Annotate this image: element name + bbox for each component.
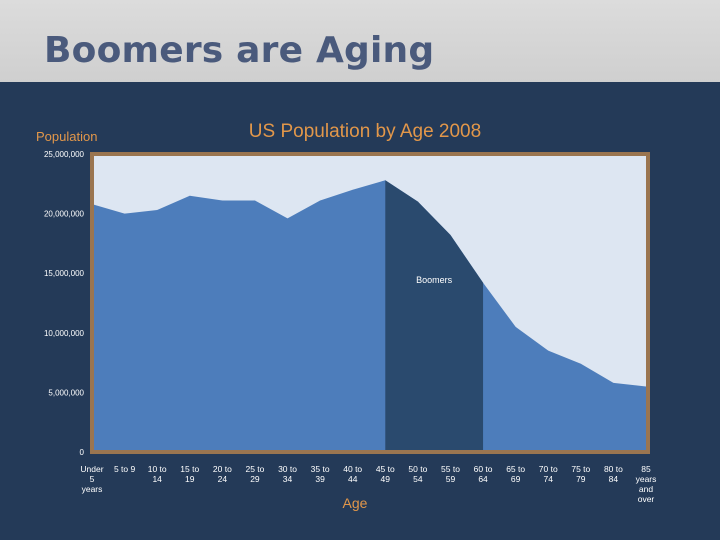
- x-tick-label: 20 to 24: [213, 464, 232, 484]
- x-tick-label: 15 to 19: [180, 464, 199, 484]
- slide-title: Boomers are Aging: [44, 30, 435, 71]
- data-point: [514, 326, 516, 328]
- data-point: [449, 234, 451, 236]
- x-tick-label: 25 to 29: [245, 464, 264, 484]
- population-chart: Boomers US Population by Age 2008 Populati…: [36, 121, 657, 511]
- y-tick-label: 25,000,000: [44, 150, 85, 159]
- y-tick-label: 20,000,000: [44, 210, 85, 219]
- data-point: [580, 363, 582, 365]
- data-point: [612, 382, 614, 384]
- y-axis-title: Population: [36, 129, 97, 144]
- x-tick-label: 45 to 49: [376, 464, 395, 484]
- x-tick-label: 40 to 44: [343, 464, 362, 484]
- x-tick-label: 50 to 54: [408, 464, 427, 484]
- population-area: [92, 180, 646, 452]
- x-tick-label: 75 to 79: [571, 464, 590, 484]
- title-bar: [0, 0, 720, 82]
- x-tick-label: 5 to 9: [114, 464, 136, 474]
- x-tick-label: 65 to 69: [506, 464, 525, 484]
- data-point: [221, 199, 223, 201]
- x-tick-label: 80 to 84: [604, 464, 623, 484]
- x-tick-label: 55 to 59: [441, 464, 460, 484]
- x-tick-label: 70 to 74: [539, 464, 558, 484]
- data-point: [254, 199, 256, 201]
- x-tick-label: 60 to 64: [474, 464, 493, 484]
- plot-border: [90, 152, 650, 454]
- chart-title: US Population by Age 2008: [249, 121, 481, 142]
- data-point: [547, 349, 549, 351]
- data-point: [319, 199, 321, 201]
- y-tick-label: 0: [80, 448, 85, 457]
- data-point: [286, 217, 288, 219]
- y-tick-label: 10,000,000: [44, 329, 85, 338]
- x-tick-label: Under 5 years: [80, 464, 103, 494]
- x-tick-label: 35 to 39: [311, 464, 330, 484]
- boomers-label: Boomers: [416, 275, 453, 285]
- y-tick-label: 5,000,000: [48, 388, 84, 397]
- data-point: [482, 282, 484, 284]
- data-point: [417, 200, 419, 202]
- y-tick-label: 15,000,000: [44, 269, 85, 278]
- x-tick-label: 30 to 34: [278, 464, 297, 484]
- data-point: [189, 195, 191, 197]
- data-point: [384, 179, 386, 181]
- x-axis-title: Age: [343, 495, 368, 511]
- x-tick-label: 10 to 14: [148, 464, 167, 484]
- x-tick-label: 85 years and over: [636, 464, 657, 504]
- data-point: [156, 209, 158, 211]
- data-point: [123, 212, 125, 214]
- data-point: [352, 189, 354, 191]
- boomers-area: [385, 180, 484, 452]
